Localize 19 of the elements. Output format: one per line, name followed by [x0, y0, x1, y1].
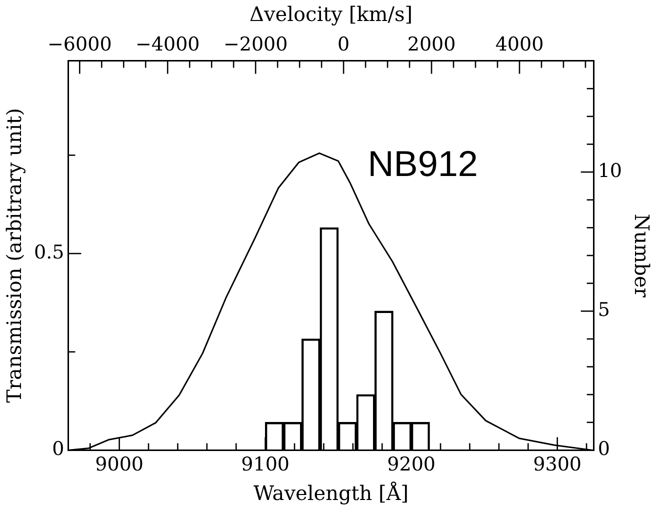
x-tick-label: 9300 [533, 454, 582, 476]
x-axis-title: Wavelength [Å] [253, 481, 409, 506]
x2-tick-label: −2000 [223, 33, 288, 56]
x-tick-label: 9100 [241, 454, 290, 476]
y-tick-label: 0.5 [34, 241, 64, 264]
y2-tick-label: 0 [598, 438, 610, 460]
annotation: NB912 [368, 142, 478, 184]
x2-tick-label: −6000 [48, 33, 112, 56]
x-tick-label: 9200 [387, 454, 436, 476]
x2-axis-title: Δvelocity [km/s] [250, 2, 413, 26]
x-tick-label: 9000 [95, 454, 144, 476]
y-axis-title: Transmission (arbitrary unit) [2, 108, 26, 403]
x2-tick-label: −4000 [135, 33, 200, 56]
x2-tick-label: 0 [338, 33, 350, 56]
y2-tick-label: 5 [598, 299, 610, 322]
x2-tick-label: 4000 [495, 33, 544, 56]
x2-tick-label: 2000 [407, 33, 456, 56]
y2-tick-label: 10 [598, 160, 622, 182]
y2-axis-title: Number [630, 214, 654, 298]
